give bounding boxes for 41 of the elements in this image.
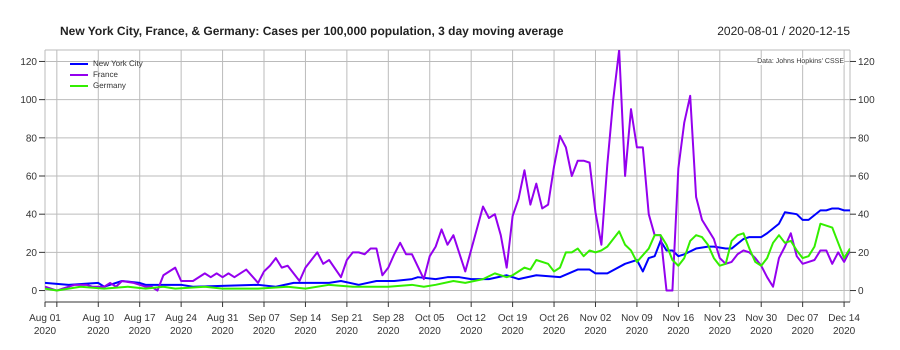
y-tick-label: 120 [20,57,38,68]
legend-label: France [93,69,118,80]
x-tick-label: Aug 10 2020 [82,313,115,337]
x-tick-label: Nov 30 2020 [745,313,778,337]
legend-label: Germany [93,80,126,91]
x-tick-label: Aug 17 2020 [124,313,156,337]
x-tick-label: Sep 07 2020 [248,313,280,337]
x-tick-label: Dec 14 2020 [828,313,860,337]
x-tick-label: Sep 14 2020 [290,313,322,337]
x-tick-label: Nov 09 2020 [621,313,654,337]
y-tick-label: 80 [26,133,38,144]
x-tick-label: Oct 05 2020 [415,313,445,337]
y2-tick-label: 120 [858,57,876,68]
y-tick-label: 0 [31,286,38,298]
x-tick-label: Nov 02 2020 [580,313,612,337]
x-tick-label: Aug 24 2020 [165,313,198,337]
line-series [45,222,850,292]
y-tick-label: 60 [26,172,38,183]
x-tick-label: Dec 07 2020 [786,313,819,337]
y-tick-label: 20 [26,248,38,259]
y2-tick-label: 80 [858,133,870,144]
x-tick-label: Aug 01 2020 [29,313,62,337]
line-series [45,207,850,288]
y-tick-label: 40 [26,210,38,221]
x-tick-label: Nov 16 2020 [662,313,695,337]
y2-tick-label: 0 [858,286,864,298]
x-tick-label: Oct 19 2020 [498,313,528,337]
x-tick-label: Aug 31 2020 [206,313,239,337]
y2-tick-label: 60 [858,172,870,183]
x-tick-label: Sep 21 2020 [331,313,364,337]
y2-tick-label: 40 [858,210,870,221]
y-tick-label: 100 [20,95,38,106]
x-tick-label: Oct 12 2020 [456,313,486,337]
y2-tick-label: 100 [858,95,876,106]
chart-title: New York City, France, & Germany: Cases per 100,000 population, 3 day moving average [60,24,564,38]
legend-label: New York City [93,58,143,69]
y2-tick-label: 20 [858,248,870,259]
x-tick-label: Nov 23 2020 [704,313,736,337]
x-tick-label: Sep 28 2020 [372,313,405,337]
x-tick-label: Oct 26 2020 [539,313,570,337]
chart-subtitle: 2020-08-01 / 2020-12-15 [717,24,850,38]
